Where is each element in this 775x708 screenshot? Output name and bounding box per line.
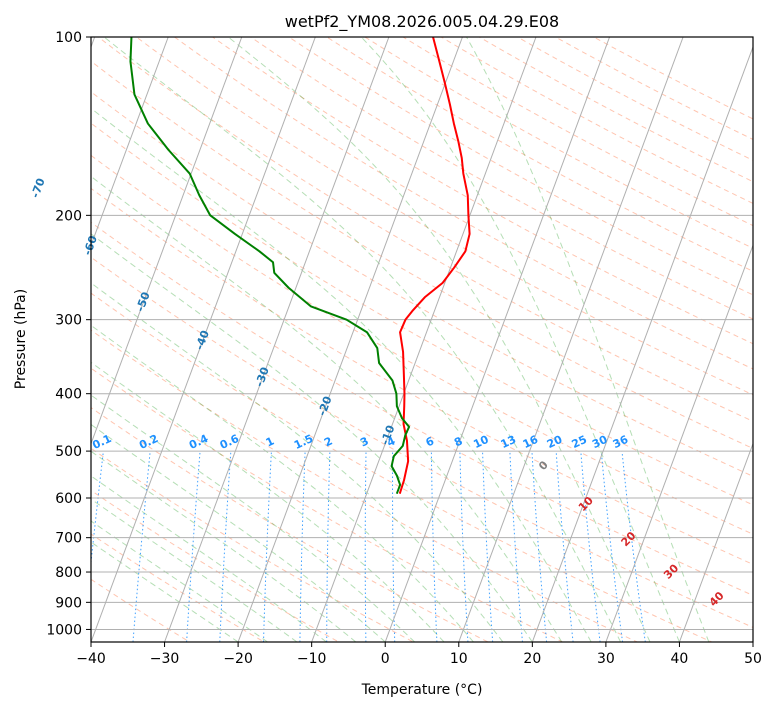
- y-tick-label: 1000: [46, 622, 82, 638]
- chart-title: wetPf2_YM08.2026.005.04.29.E08: [285, 12, 559, 32]
- y-tick-label: 100: [55, 30, 82, 46]
- dry-adiabat-line: [91, 329, 639, 642]
- y-tick-label: 700: [55, 531, 82, 547]
- moist-adiabat-line: [91, 107, 592, 642]
- moist-adiabat-line: [91, 520, 268, 642]
- moist-adiabat-line: [360, 37, 680, 642]
- x-tick-label: 50: [744, 651, 762, 667]
- x-tick-label: 20: [523, 651, 541, 667]
- mixing-ratio-label: 25: [570, 433, 589, 451]
- dry-adiabat-line: [91, 187, 753, 565]
- moist-adiabat-line: [91, 175, 563, 642]
- moist-adiabat-line: [91, 394, 415, 642]
- temperature-profile-line: [398, 37, 471, 494]
- dry-adiabat-line: [91, 122, 753, 506]
- grid-lines: [91, 37, 753, 642]
- dry-adiabat-line: [173, 37, 753, 370]
- isotherm-gridline: [678, 442, 753, 642]
- axis-ticks: −40 −30 −20 −10 0 10 20 30 40 50 100 200 300 400 500 60…: [46, 30, 762, 667]
- y-tick-label: 200: [55, 208, 82, 224]
- x-tick-label: 40: [671, 651, 689, 667]
- mixing-ratio-label: 30: [590, 433, 610, 451]
- moist-adiabat-line: [227, 37, 651, 642]
- x-tick-label: 30: [597, 651, 615, 667]
- mixing-ratio-label: 20: [545, 433, 565, 451]
- isotherm-gridline: [531, 45, 753, 642]
- dry-adiabat-line: [211, 37, 753, 345]
- y-tick-label: 400: [55, 387, 82, 403]
- x-tick-label: 10: [450, 651, 468, 667]
- x-axis-label: Temperature (°C): [361, 682, 483, 698]
- moist-adiabat-line: [91, 450, 357, 642]
- isotherm-gridline: [311, 37, 537, 642]
- x-tick-label: −20: [223, 651, 253, 667]
- x-tick-label: −40: [76, 651, 106, 667]
- y-tick-label: 900: [55, 595, 82, 611]
- mixing-ratio-label: 10: [471, 433, 491, 451]
- x-tick-label: −30: [150, 651, 180, 667]
- plot-background: [91, 37, 753, 642]
- x-tick-label: 0: [381, 651, 390, 667]
- y-tick-label: 300: [55, 313, 82, 329]
- isotherm-gridline: [164, 37, 390, 642]
- dry-adiabat-line: [91, 91, 753, 477]
- mixing-ratio-label: 36: [611, 433, 631, 451]
- moist-adiabat-line: [91, 541, 239, 642]
- isotherm-gridline: [91, 37, 243, 446]
- mixing-ratio-label: 13: [499, 433, 518, 451]
- y-axis-label: Pressure (hPa): [13, 289, 29, 389]
- moist-adiabat-line: [91, 282, 504, 642]
- isotherm-gridline: [458, 37, 684, 642]
- dewpoint-profile-line: [129, 37, 411, 495]
- isotherm-gridline: [384, 37, 611, 642]
- plot-frame: [90, 36, 754, 643]
- moist-adiabat-line: [91, 498, 298, 642]
- dry-adiabat-line: [91, 367, 564, 642]
- dry-adiabat-line: [91, 256, 753, 628]
- isotherm-gridline: [91, 37, 169, 247]
- isotherm-gridline: [237, 37, 463, 642]
- isotherm-gridline: [605, 243, 753, 642]
- dry-adiabat-line: [91, 221, 753, 596]
- x-tick-label: −10: [297, 651, 327, 667]
- dry-adiabat-line: [91, 447, 415, 642]
- dry-adiabat-line: [97, 37, 753, 422]
- moist-adiabat-line: [103, 37, 622, 642]
- moist-adiabat-line: [91, 475, 327, 642]
- y-tick-label: 800: [55, 565, 82, 581]
- dry-adiabat-line: [91, 292, 714, 642]
- y-tick-label: 600: [55, 491, 82, 507]
- moist-adiabat-line: [91, 324, 474, 642]
- mixing-ratio-label: 16: [521, 433, 541, 451]
- y-tick-label: 500: [55, 444, 82, 460]
- dry-adiabat-line: [91, 578, 191, 642]
- isotherm-gridline: [91, 37, 316, 642]
- moist-adiabat-line: [91, 423, 386, 642]
- series-lines: [129, 37, 471, 495]
- dry-adiabat-line: [91, 533, 266, 642]
- dry-adiabat-line: [287, 37, 753, 296]
- moist-adiabat-line: [466, 37, 710, 642]
- moist-adiabat-line: [91, 233, 533, 642]
